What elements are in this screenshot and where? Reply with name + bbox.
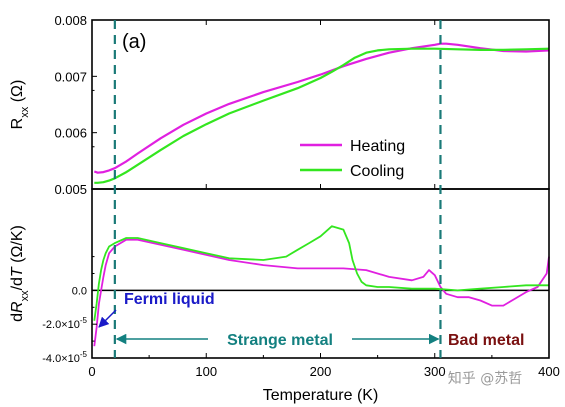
bottom-series-line-cooling xyxy=(93,225,549,321)
bottom-xtick-label: 0 xyxy=(88,364,95,379)
top-ytick-label: 0.008 xyxy=(54,13,87,28)
legend-label-heating: Heating xyxy=(350,138,405,155)
bottom-xtick-label: 200 xyxy=(310,364,332,379)
top-ytick-label: 0.006 xyxy=(54,126,87,141)
top-series-line-heating xyxy=(93,42,550,174)
panel-label: (a) xyxy=(122,31,146,53)
xlabel: Temperature (K) xyxy=(263,387,379,404)
bottom-xtick-label: 100 xyxy=(195,364,217,379)
bottom-ylabel: dRxx/dT (Ω/K) xyxy=(9,225,31,322)
top-ylabel: Rxx (Ω) xyxy=(9,80,31,130)
top-ylabel-sub: xx xyxy=(19,106,31,118)
top-panel: 0.005 0.006 0.007 0.008 Rxx (Ω) (a) Heating Coo… xyxy=(9,13,550,197)
strange-metal-label: Strange metal xyxy=(227,332,333,349)
bottom-ytick-label: 0.0 xyxy=(72,285,87,297)
bottom-xtick-label: 400 xyxy=(538,364,560,379)
top-ylabel-unit: (Ω) xyxy=(9,80,26,107)
bottom-ytick-label: -2.0×10-5 xyxy=(42,316,87,331)
top-series-line-cooling xyxy=(94,47,550,184)
top-ylabel-main: R xyxy=(9,118,26,130)
bottom-xtick-label: 300 xyxy=(424,364,446,379)
overlays: Strange metal Fermi liquid Bad metal 知乎 @苏哲 xyxy=(98,20,524,387)
bottom-panel-frame xyxy=(91,188,550,359)
bottom-panel: -4.0×10-5 -2.0×10-5 0.0 0 100 200 300 400 Temper… xyxy=(9,188,560,404)
top-panel-frame xyxy=(91,19,550,190)
fermi-liquid-arrow xyxy=(98,309,117,328)
fermi-liquid-label: Fermi liquid xyxy=(124,291,215,308)
watermark: 知乎 @苏哲 xyxy=(448,370,522,387)
bad-metal-label: Bad metal xyxy=(448,332,524,349)
bottom-ytick-label: -4.0×10-5 xyxy=(42,350,87,365)
top-ytick-label: 0.005 xyxy=(54,182,87,197)
top-ytick-label: 0.007 xyxy=(54,69,87,84)
legend-label-cooling: Cooling xyxy=(350,163,404,180)
